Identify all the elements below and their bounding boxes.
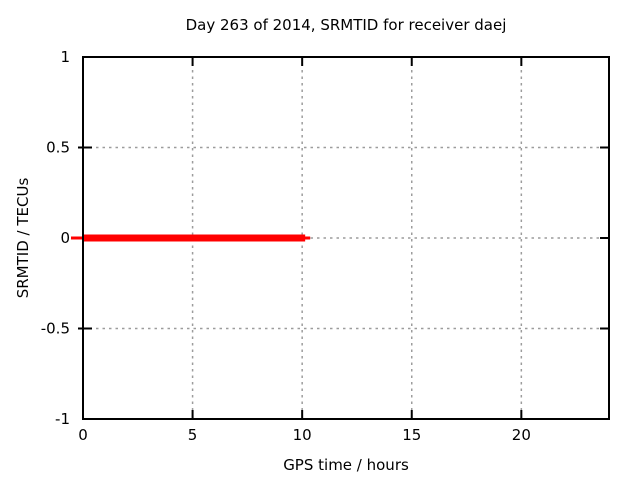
chart-title: Day 263 of 2014, SRMTID for receiver dae… [185,16,507,34]
y-tick-label: -1 [55,410,70,428]
x-tick-label: 20 [512,426,531,444]
y-tick-label: 0 [60,229,70,247]
y-tick-label: 0.5 [46,139,70,157]
x-axis-label: GPS time / hours [283,456,409,474]
y-tick-label: -0.5 [41,320,70,338]
x-tick-label: 0 [78,426,88,444]
y-tick-label: 1 [60,48,70,66]
x-tick-label: 15 [402,426,421,444]
x-tick-label: 10 [293,426,312,444]
x-tick-label: 5 [188,426,198,444]
plot-border [82,56,610,420]
